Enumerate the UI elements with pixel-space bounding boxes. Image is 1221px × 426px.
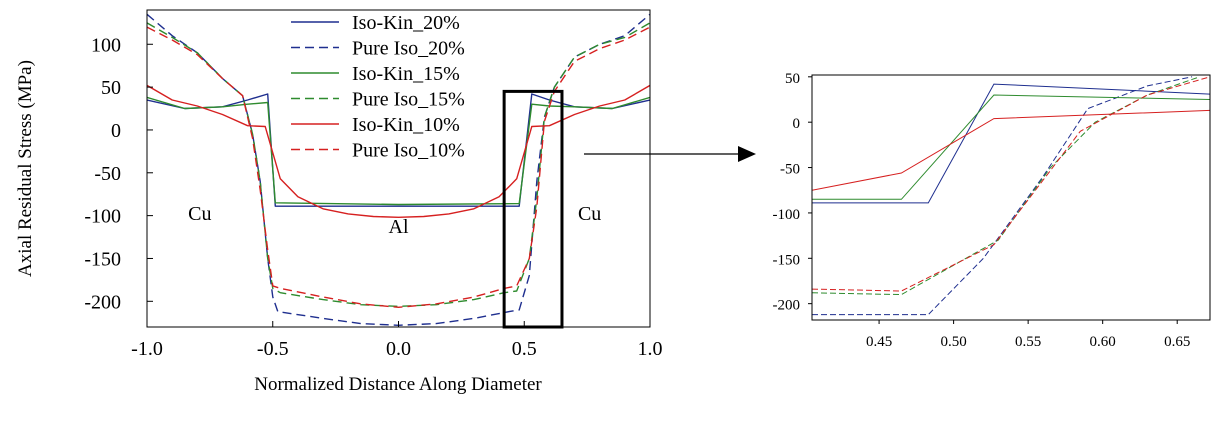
y-tick-label: -50 (94, 163, 121, 185)
x-tick-label: 0.0 (386, 338, 411, 360)
series-line-2 (147, 96, 650, 206)
legend: Iso-Kin_20% Pure Iso_20% Iso-Kin_15% Pure I… (291, 12, 465, 162)
y-axis-label: Axial Residual Stress (MPa) (15, 60, 36, 277)
y-tick-label: 100 (91, 34, 121, 56)
legend-label-5: Pure Iso_10% (352, 140, 465, 162)
inset-series-line-5 (812, 76, 1210, 292)
x-tick-label: 1.0 (638, 338, 663, 360)
inset-x-tick-label: 0.45 (866, 334, 892, 350)
legend-label-4: Iso-Kin_10% (352, 114, 460, 136)
inset-frame (811, 74, 1211, 321)
inset-y-tick-label: 0 (793, 116, 801, 132)
y-tick-label: -200 (84, 291, 121, 313)
legend-label-3: Pure Iso_15% (352, 89, 465, 111)
x-axis-label: Normalized Distance Along Diameter (254, 374, 542, 395)
y-tick-label: 50 (101, 77, 121, 99)
inset-series-line-4 (812, 109, 1210, 191)
inset-x-tick-label: 0.65 (1164, 334, 1190, 350)
inset-y-tick-label: -150 (773, 252, 801, 268)
inset-x-tick-label: 0.55 (1015, 334, 1041, 350)
series-line-4 (147, 84, 650, 219)
inset-x-tick-label: 0.60 (1090, 334, 1116, 350)
region-label: Cu (578, 203, 601, 225)
inset-series-line-2 (812, 94, 1210, 200)
x-tick-label: 0.5 (512, 338, 537, 360)
zoom-connector-arrow (584, 146, 756, 162)
y-tick-label: -150 (84, 248, 121, 270)
region-label: Cu (188, 203, 211, 225)
inset-x-tick-label: 0.50 (940, 334, 966, 350)
region-label: Al (389, 216, 409, 238)
x-tick-label: -1.0 (131, 338, 163, 360)
main-chart: 100 50 0 -50 -100 -150 -200 -1.0 -0.5 0.0 0.5 1.0 No… (15, 9, 663, 395)
inset-series-line-0 (812, 83, 1210, 204)
series-line-1 (147, 13, 650, 326)
inset-y-tick-label: 50 (785, 71, 800, 87)
zoom-inset-chart: 50 0 -50 -100 -150 -200 0.45 0.50 0.55 0.60 0.65 (773, 71, 1211, 350)
zoom-region-box (502, 89, 564, 329)
inset-y-tick-label: -50 (780, 162, 800, 178)
x-tick-label: -0.5 (257, 338, 289, 360)
inset-y-tick-label: -100 (773, 207, 801, 223)
legend-label-2: Iso-Kin_15% (352, 63, 460, 85)
arrow-head (738, 146, 756, 162)
y-tick-label: -100 (84, 206, 121, 228)
inset-y-tick-label: -200 (773, 298, 801, 314)
inset-series-line-1 (812, 76, 1193, 316)
legend-label-0: Iso-Kin_20% (352, 12, 460, 34)
inset-series-line-3 (812, 76, 1200, 296)
legend-label-1: Pure Iso_20% (352, 38, 465, 60)
y-tick-label: 0 (111, 120, 121, 142)
